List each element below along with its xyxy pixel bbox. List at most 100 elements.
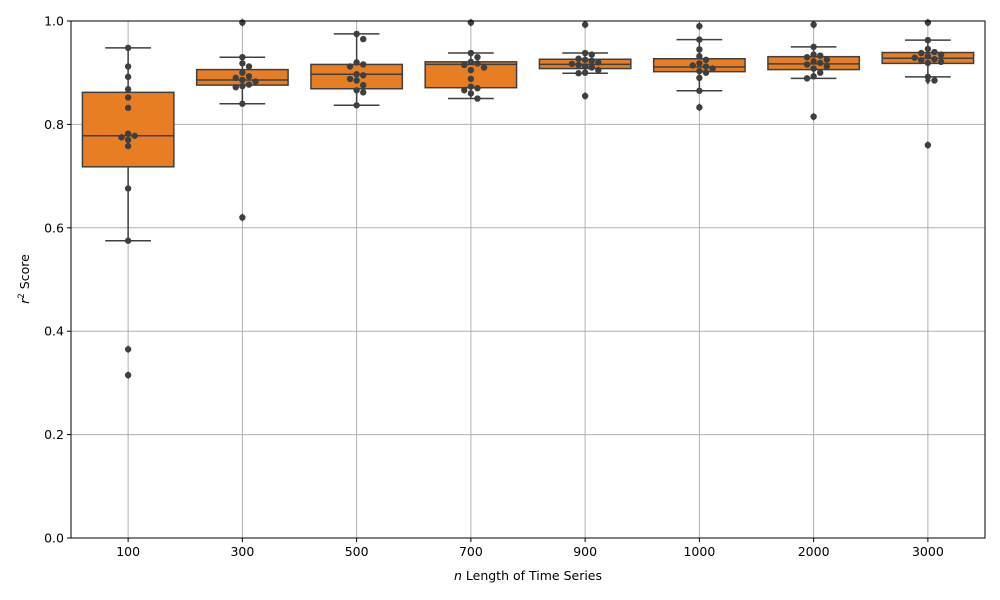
data-point [360,35,367,43]
data-point [353,71,360,78]
data-point [810,73,817,80]
data-point [924,141,932,149]
data-point [467,49,475,57]
data-point [353,87,360,94]
data-point [124,94,132,101]
data-point [817,69,824,76]
y-tick-label: 0.4 [44,324,64,339]
plot-area-frame [70,20,986,539]
data-point [467,58,475,66]
data-point [239,60,246,67]
data-point [581,49,589,57]
data-point [810,58,817,65]
data-point [931,77,938,84]
x-tick-label: 2000 [798,544,830,559]
data-point [931,56,938,63]
data-point [924,73,932,81]
data-point [696,87,703,94]
data-point [918,57,925,64]
y-tick-label: 0.8 [44,117,64,132]
x-tick-label: 3000 [912,544,944,559]
data-point [803,53,811,61]
data-point [810,113,817,120]
data-point [924,45,932,53]
data-point [239,53,246,61]
data-point [461,87,468,94]
x-axis-ticks: 100 300 500 700 900 1000 2000 3000 [116,538,944,559]
data-point [232,74,239,82]
data-point [595,59,602,66]
data-point [118,134,125,141]
x-axis-label: n Length of Time Series [454,568,602,583]
data-point [124,371,132,379]
x-axis-label-var: n [454,568,462,583]
data-point [575,55,582,62]
data-point [689,62,696,69]
data-point [245,73,253,80]
x-tick-label: 1000 [683,544,715,559]
data-point [931,48,938,56]
data-point [918,49,925,57]
data-point [575,61,582,69]
x-axis-label-text: Length of Time Series [462,568,602,583]
data-point [924,36,932,44]
data-point [360,61,367,68]
data-point [124,44,132,52]
data-point [810,51,817,58]
y-tick-label: 0.0 [44,531,64,546]
y-axis-label-text: Score [17,254,32,293]
data-point [124,346,132,353]
data-point [696,52,703,60]
x-tick-label: 300 [230,544,254,559]
data-point [709,65,716,72]
data-point [581,21,589,28]
data-point [474,53,481,61]
data-point [467,83,475,90]
data-point [239,82,246,90]
data-point [575,70,582,77]
data-point [239,19,246,26]
data-point [696,36,703,43]
y-axis-label-sup: 2 [17,293,27,298]
data-point [581,63,589,70]
data-point [360,81,367,89]
data-point [467,19,475,26]
data-point [474,60,481,67]
data-point [131,132,138,139]
x-tick-label: 100 [116,544,140,559]
data-point [803,61,811,68]
data-point [124,237,132,244]
data-point [924,52,932,60]
data-point [239,76,246,84]
box-500 [310,33,404,107]
data-point [232,83,239,91]
data-point [588,57,595,65]
data-point [467,75,475,83]
data-point [696,104,703,111]
data-point [702,56,710,63]
data-point [937,58,945,66]
data-point [124,86,132,93]
data-point [353,30,360,38]
swarm-points [118,19,945,379]
data-point [924,59,932,67]
data-point [803,75,811,82]
data-point [696,60,703,67]
data-point [810,21,817,28]
data-point [817,59,824,67]
data-point [588,64,595,71]
data-point [360,72,367,79]
data-point [239,214,246,221]
data-point [937,51,945,58]
boxes [81,18,975,380]
data-point [124,73,132,81]
y-axis-label: r2 Score [17,254,32,304]
data-point [239,69,246,76]
data-point [588,51,595,58]
data-point [245,81,253,88]
data-point [823,56,831,63]
data-point [823,63,831,70]
data-point [581,69,589,76]
data-point [581,92,589,100]
